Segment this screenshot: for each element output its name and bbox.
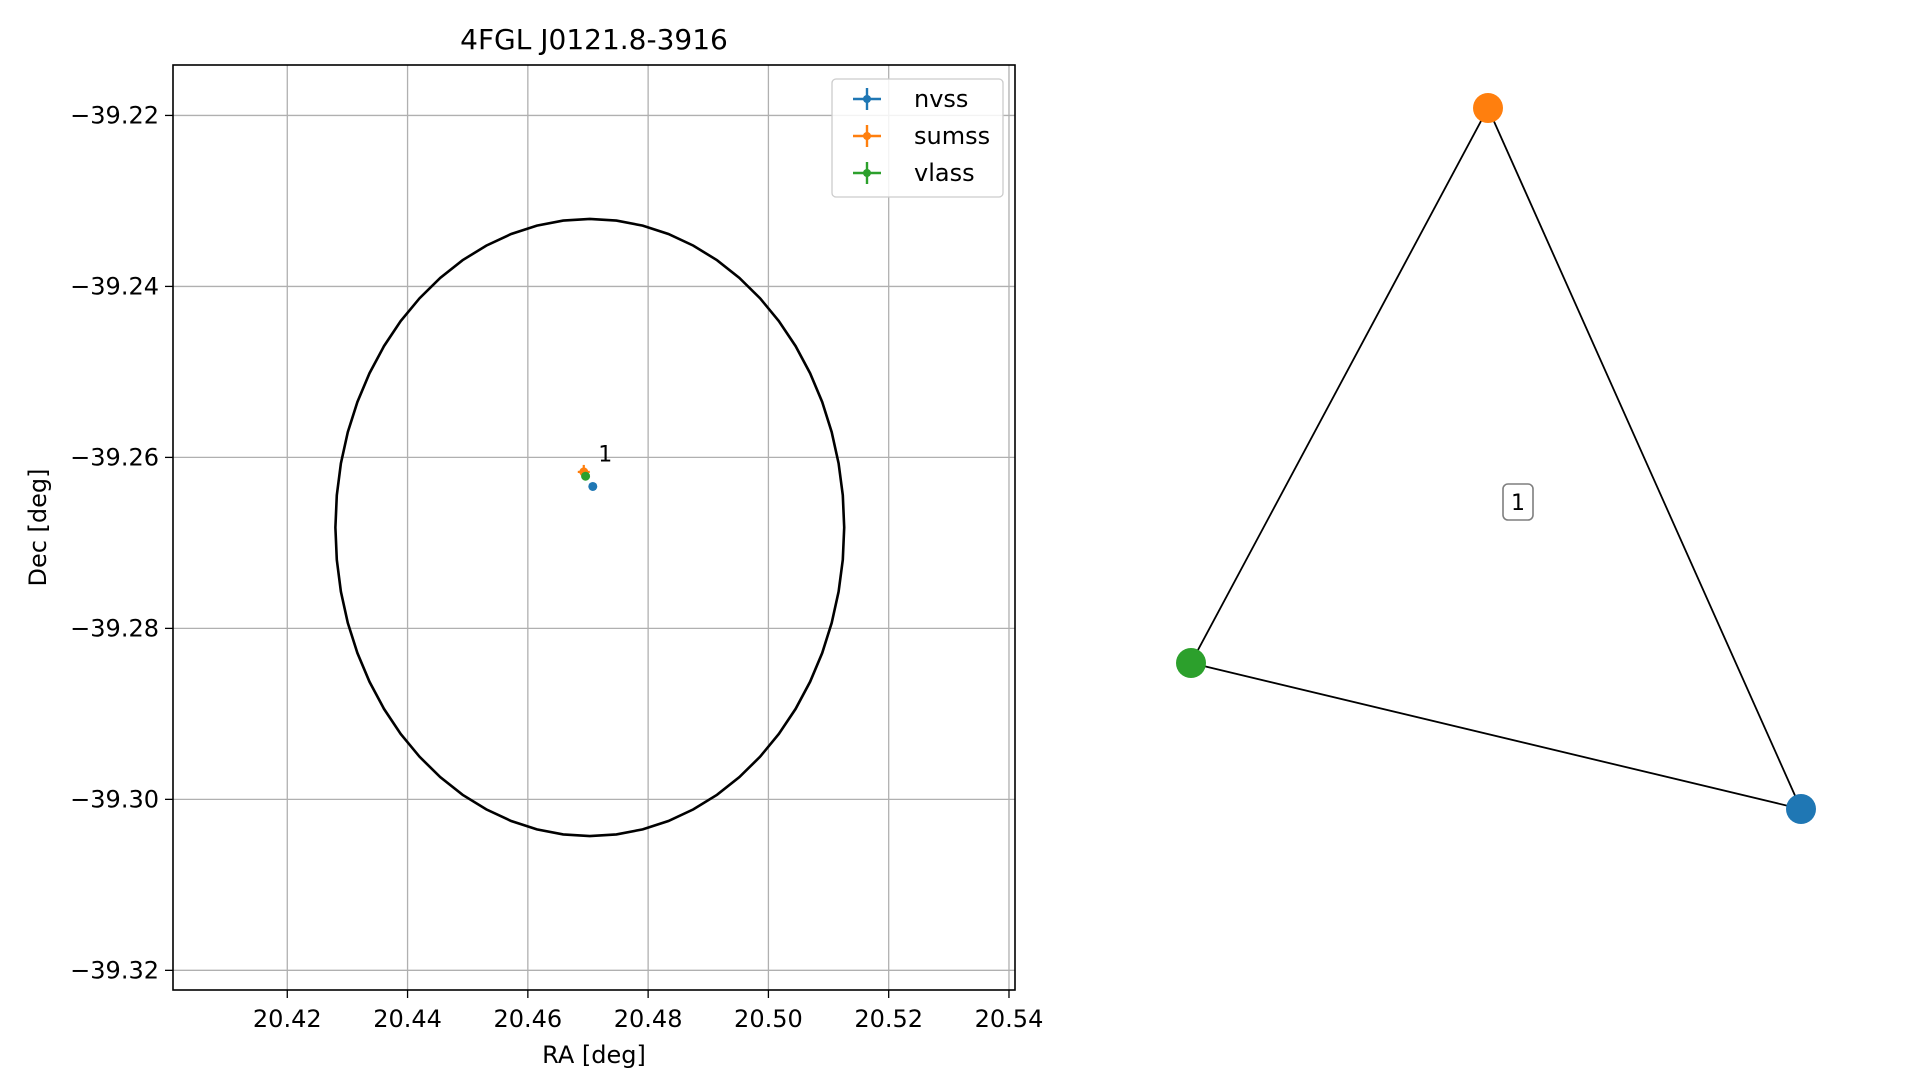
grid-lines — [173, 65, 1015, 990]
group-label-box — [1502, 483, 1534, 521]
y-tick-label: −39.30 — [70, 785, 159, 813]
graph-node-vlass — [1176, 648, 1206, 678]
annotations-layer: 1 — [598, 443, 612, 468]
x-axis-label: RA [deg] — [542, 1041, 646, 1069]
legend-label-nvss: nvss — [914, 85, 968, 113]
y-tick-label: −39.26 — [70, 443, 159, 471]
graph-edge-sumss-vlass — [1190, 107, 1489, 664]
error-ellipse — [334, 217, 846, 838]
legend-marker-vlass — [863, 169, 871, 177]
x-tick-label: 20.48 — [614, 1005, 683, 1033]
x-tick-label: 20.42 — [253, 1005, 322, 1033]
plot-frame — [172, 64, 1016, 991]
graph-node-nvss — [1786, 794, 1816, 824]
y-tick-label: −39.24 — [70, 272, 159, 300]
data-point-nvss — [588, 481, 598, 491]
legend-marker-sumss — [863, 132, 871, 140]
graph-edge-nvss-sumss — [1487, 107, 1802, 810]
sky-plot-panel: 1 20.42 20.44 20.46 20.48 20.50 20.52 20.54 −3… — [24, 23, 1043, 1069]
data-points-layer — [577, 464, 598, 491]
x-tick-label: 20.50 — [734, 1005, 803, 1033]
graph-nodes — [1176, 93, 1816, 824]
error-ellipse-layer — [334, 217, 846, 838]
data-point-vlass — [581, 471, 591, 481]
point-annotation: 1 — [598, 443, 612, 468]
graph-edge-vlass-nvss — [1190, 662, 1802, 810]
x-tick-label: 20.54 — [975, 1005, 1044, 1033]
legend-label-vlass: vlass — [914, 159, 975, 187]
x-tick-label: 20.46 — [493, 1005, 562, 1033]
group-label-text: 1 — [1511, 491, 1525, 516]
chart-title: 4FGL J0121.8-3916 — [460, 23, 728, 56]
legend-label-sumss: sumss — [914, 122, 990, 150]
x-tick-label: 20.52 — [854, 1005, 923, 1033]
group-label: 1 — [1502, 483, 1534, 521]
x-axis-ticks: 20.42 20.44 20.46 20.48 20.50 20.52 20.54 — [253, 990, 1043, 1033]
y-tick-label: −39.32 — [70, 956, 159, 984]
graph-edges — [1190, 107, 1802, 810]
y-axis-ticks: −39.22 −39.24 −39.26 −39.28 −39.30 −39.32 — [70, 101, 173, 984]
graph-node-sumss — [1473, 93, 1503, 123]
y-axis-label: Dec [deg] — [24, 468, 52, 586]
legend-marker-nvss — [863, 95, 871, 103]
legend: nvss sumss vlass — [831, 78, 1004, 198]
y-tick-label: −39.28 — [70, 614, 159, 642]
legend-box — [831, 78, 1004, 198]
network-graph-panel: 1 — [1176, 93, 1816, 824]
x-tick-label: 20.44 — [373, 1005, 442, 1033]
y-tick-label: −39.22 — [70, 101, 159, 129]
